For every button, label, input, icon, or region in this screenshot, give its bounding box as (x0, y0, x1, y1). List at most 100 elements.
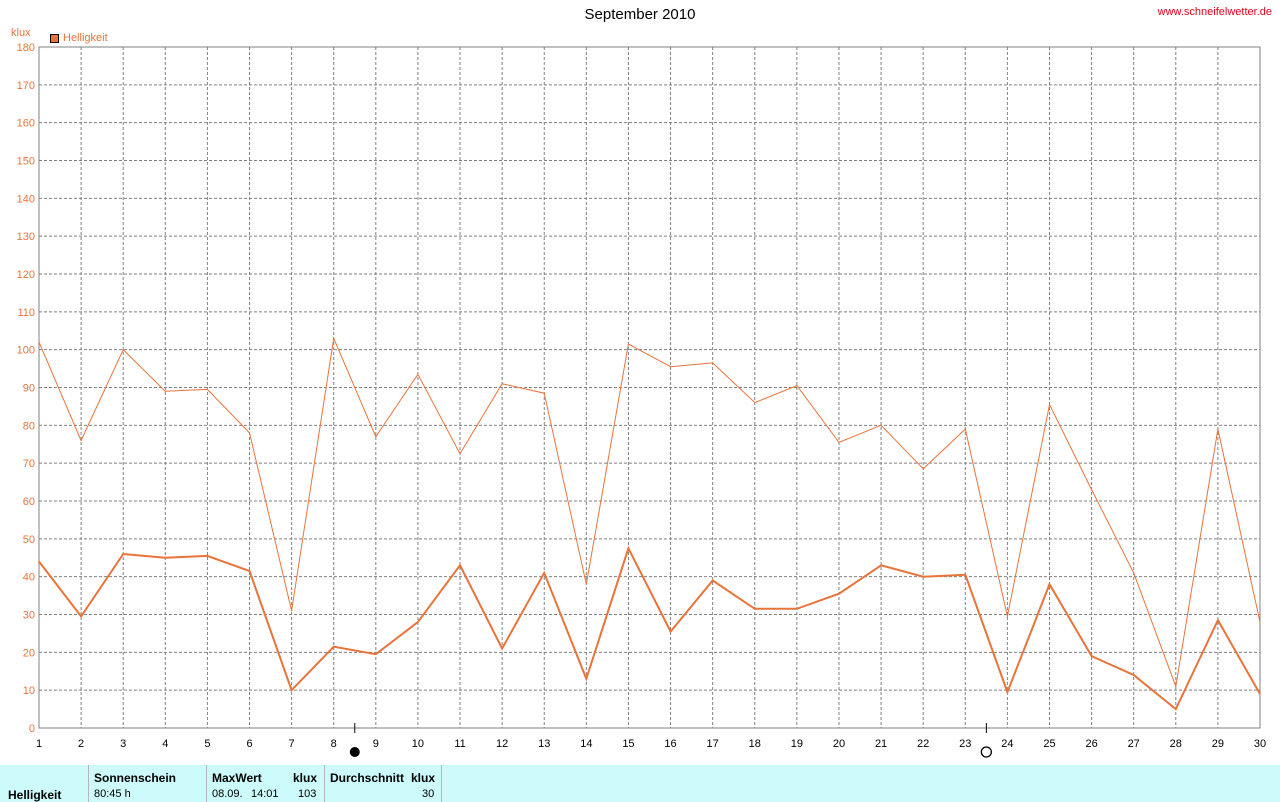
data-point-max (333, 337, 335, 339)
data-point-max (1048, 403, 1051, 406)
data-point-max (1175, 685, 1177, 687)
data-point-max (838, 441, 840, 443)
data-point-mean (291, 689, 293, 691)
x-tick-label: 8 (331, 738, 337, 750)
data-point-max (712, 362, 714, 364)
data-point-mean (712, 579, 714, 582)
data-point-max (501, 383, 503, 385)
x-tick-label: 12 (496, 738, 508, 750)
x-tick-label: 17 (707, 738, 719, 750)
x-tick-label: 18 (749, 738, 761, 750)
x-tick-label: 1 (36, 738, 42, 750)
data-point-mean (459, 564, 461, 566)
data-point-max (206, 388, 209, 390)
stats-divider (441, 765, 442, 802)
x-tick-label: 19 (791, 738, 803, 750)
chart-title: September 2010 (584, 6, 696, 23)
data-point-mean (585, 678, 587, 680)
avg-value: 30 (422, 788, 435, 800)
data-point-mean (164, 557, 166, 559)
x-tick-label: 3 (120, 738, 126, 750)
avg-header: Durchschnitt (330, 771, 405, 785)
x-tick-label: 5 (204, 738, 210, 750)
new-moon-icon (349, 747, 360, 757)
series-line-mean (38, 545, 1261, 711)
y-tick-label: 100 (17, 345, 35, 357)
stats-table: Helligkeit Sonnenschein 80:45 h MaxWert … (0, 765, 1280, 802)
x-tick-label: 6 (246, 738, 252, 750)
y-tick-label: 60 (23, 496, 35, 508)
data-point-max (164, 390, 166, 392)
data-point-max (38, 341, 40, 343)
data-point-max (585, 583, 587, 585)
x-tick-label: 22 (917, 738, 929, 750)
x-tick-label: 30 (1254, 738, 1266, 750)
data-point-max (1133, 572, 1135, 574)
data-point-mean (754, 608, 756, 610)
data-point-mean (1048, 583, 1051, 585)
y-tick-label: 80 (23, 420, 35, 432)
x-tick-label: 23 (959, 738, 971, 750)
data-point-mean (206, 555, 209, 557)
chart: 0102030405060708090100110120130140150160… (17, 42, 1266, 758)
legend-label: Helligkeit (63, 32, 108, 44)
max-time: 14:01 (251, 788, 279, 800)
data-point-max (543, 392, 545, 394)
stats-divider (206, 765, 207, 802)
data-point-max (375, 436, 377, 438)
sunshine-value: 80:45 h (94, 788, 131, 800)
max-unit: klux (293, 771, 318, 785)
data-point-max (248, 432, 251, 434)
data-point-mean (375, 653, 377, 655)
x-tick-label: 16 (664, 738, 676, 750)
data-point-mean (669, 630, 672, 633)
y-tick-label: 150 (17, 156, 35, 168)
data-point-max (922, 468, 924, 470)
data-point-mean (248, 570, 251, 572)
y-tick-label: 140 (17, 193, 35, 205)
x-tick-label: 2 (78, 738, 84, 750)
series-line-max (38, 336, 1261, 689)
data-point-max (964, 428, 966, 430)
data-point-mean (880, 564, 882, 566)
y-tick-label: 10 (23, 685, 35, 697)
x-tick-label: 25 (1043, 738, 1055, 750)
legend: Helligkeit (50, 32, 108, 44)
data-point-max (880, 424, 882, 426)
y-tick-label: 130 (17, 231, 35, 243)
x-tick-label: 10 (412, 738, 424, 750)
data-point-max (669, 366, 672, 368)
data-point-mean (122, 553, 124, 555)
data-point-mean (796, 608, 798, 610)
data-point-mean (1006, 691, 1008, 693)
y-tick-label: 30 (23, 610, 35, 622)
max-value: 103 (298, 788, 317, 800)
data-point-mean (501, 647, 503, 650)
data-point-mean (1090, 655, 1093, 657)
y-tick-label: 170 (17, 80, 35, 92)
y-tick-label: 50 (23, 534, 35, 546)
data-point-mean (333, 646, 335, 648)
x-tick-label: 15 (622, 738, 634, 750)
max-header: MaxWert (212, 771, 262, 785)
y-tick-label: 0 (29, 723, 35, 735)
avg-unit: klux (411, 771, 436, 785)
data-point-mean (838, 593, 840, 595)
data-point-mean (1217, 619, 1219, 621)
data-point-max (1259, 621, 1261, 623)
data-point-max (1217, 428, 1219, 430)
x-tick-label: 4 (162, 738, 168, 750)
y-tick-label: 90 (23, 383, 35, 395)
full-moon-icon (980, 746, 992, 758)
y-tick-label: 160 (17, 118, 35, 130)
data-point-mean (922, 576, 924, 578)
x-tick-label: 21 (875, 738, 887, 750)
stats-divider (88, 765, 89, 802)
y-tick-label: 120 (17, 269, 35, 281)
site-link[interactable]: www.schneifelwetter.de (1157, 6, 1272, 18)
x-tick-label: 14 (580, 738, 592, 750)
data-point-max (122, 349, 124, 351)
y-tick-label: 110 (17, 307, 35, 319)
y-tick-label: 70 (23, 458, 35, 470)
data-point-max (754, 402, 756, 404)
